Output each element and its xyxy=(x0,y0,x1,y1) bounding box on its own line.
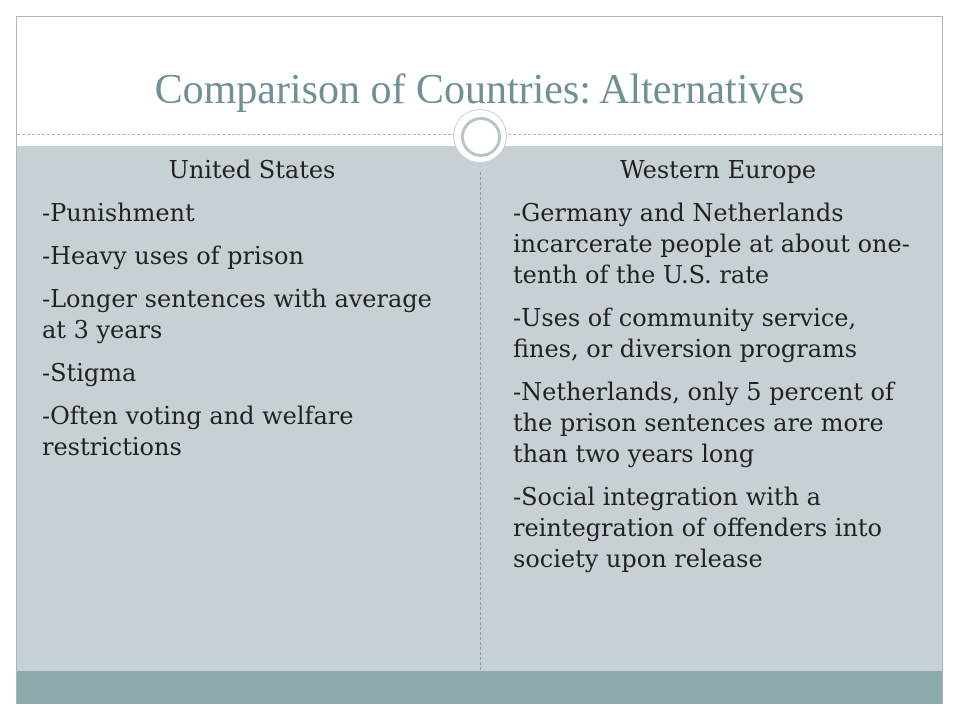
united-states-item: -Longer sentences with average at 3 year… xyxy=(42,285,432,344)
slide-frame: Comparison of Countries: Alternatives Un… xyxy=(16,16,943,704)
united-states-item: -Heavy uses of prison xyxy=(42,242,304,270)
slide-title: Comparison of Countries: Alternatives xyxy=(154,67,805,113)
united-states-item: -Punishment xyxy=(42,199,195,227)
western-europe-item: -Germany and Netherlands incarcerate peo… xyxy=(513,199,910,289)
western-europe-item: -Uses of community service, fines, or di… xyxy=(513,304,858,363)
western-europe-heading: Western Europe xyxy=(619,156,817,184)
western-europe-item: -Social integration with a reintegration… xyxy=(513,483,882,573)
footer-band xyxy=(17,671,942,704)
content-panel xyxy=(17,146,942,671)
title-area: Comparison of Countries: Alternatives xyxy=(17,17,942,135)
western-europe-item: -Netherlands, only 5 percent of the pris… xyxy=(513,378,894,468)
united-states-column: United States -Punishment -Heavy uses of… xyxy=(42,155,462,475)
united-states-heading: United States xyxy=(168,156,336,184)
column-divider xyxy=(480,172,481,670)
united-states-item: -Stigma xyxy=(42,359,137,387)
western-europe-column: Western Europe -Germany and Netherlands … xyxy=(513,155,923,587)
united-states-item: -Often voting and welfare restrictions xyxy=(42,402,354,461)
decorative-ring-icon xyxy=(461,117,501,157)
